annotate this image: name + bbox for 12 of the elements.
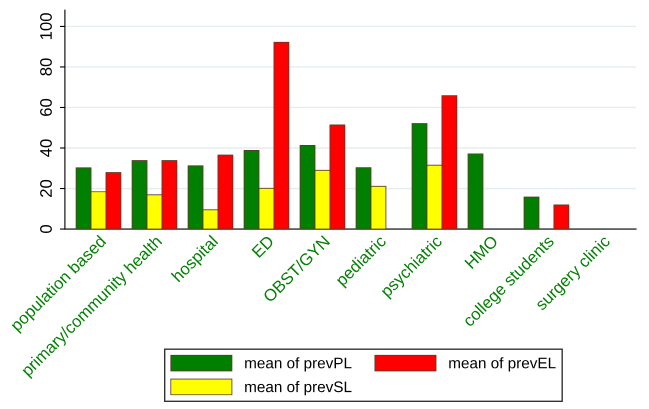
bar xyxy=(524,196,540,230)
legend-label: mean of prevSL xyxy=(245,381,352,396)
y-tick-label: 0 xyxy=(40,225,52,234)
bar xyxy=(553,204,570,230)
y-tick-label: 40 xyxy=(40,139,52,157)
y-tick-label: 100 xyxy=(40,13,52,40)
legend-label: mean of prevPL xyxy=(245,357,352,372)
y-tick-label: 20 xyxy=(40,180,52,197)
y-tick-label: 80 xyxy=(40,58,52,76)
y-tick-label: 60 xyxy=(40,98,52,116)
legend-label: mean of prevEL xyxy=(449,357,556,372)
bar xyxy=(468,153,484,230)
